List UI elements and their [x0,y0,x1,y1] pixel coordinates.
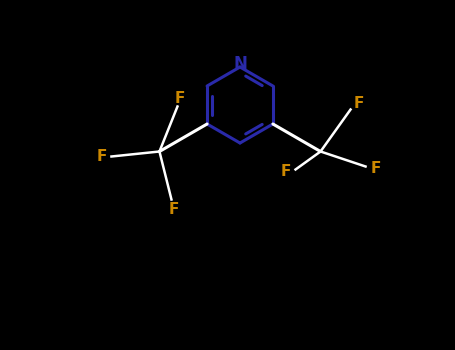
Text: F: F [168,202,179,217]
Text: F: F [174,91,185,106]
Text: F: F [96,149,106,164]
Text: N: N [233,55,247,73]
Text: F: F [370,161,381,176]
Text: F: F [354,96,364,111]
Text: F: F [280,164,291,179]
